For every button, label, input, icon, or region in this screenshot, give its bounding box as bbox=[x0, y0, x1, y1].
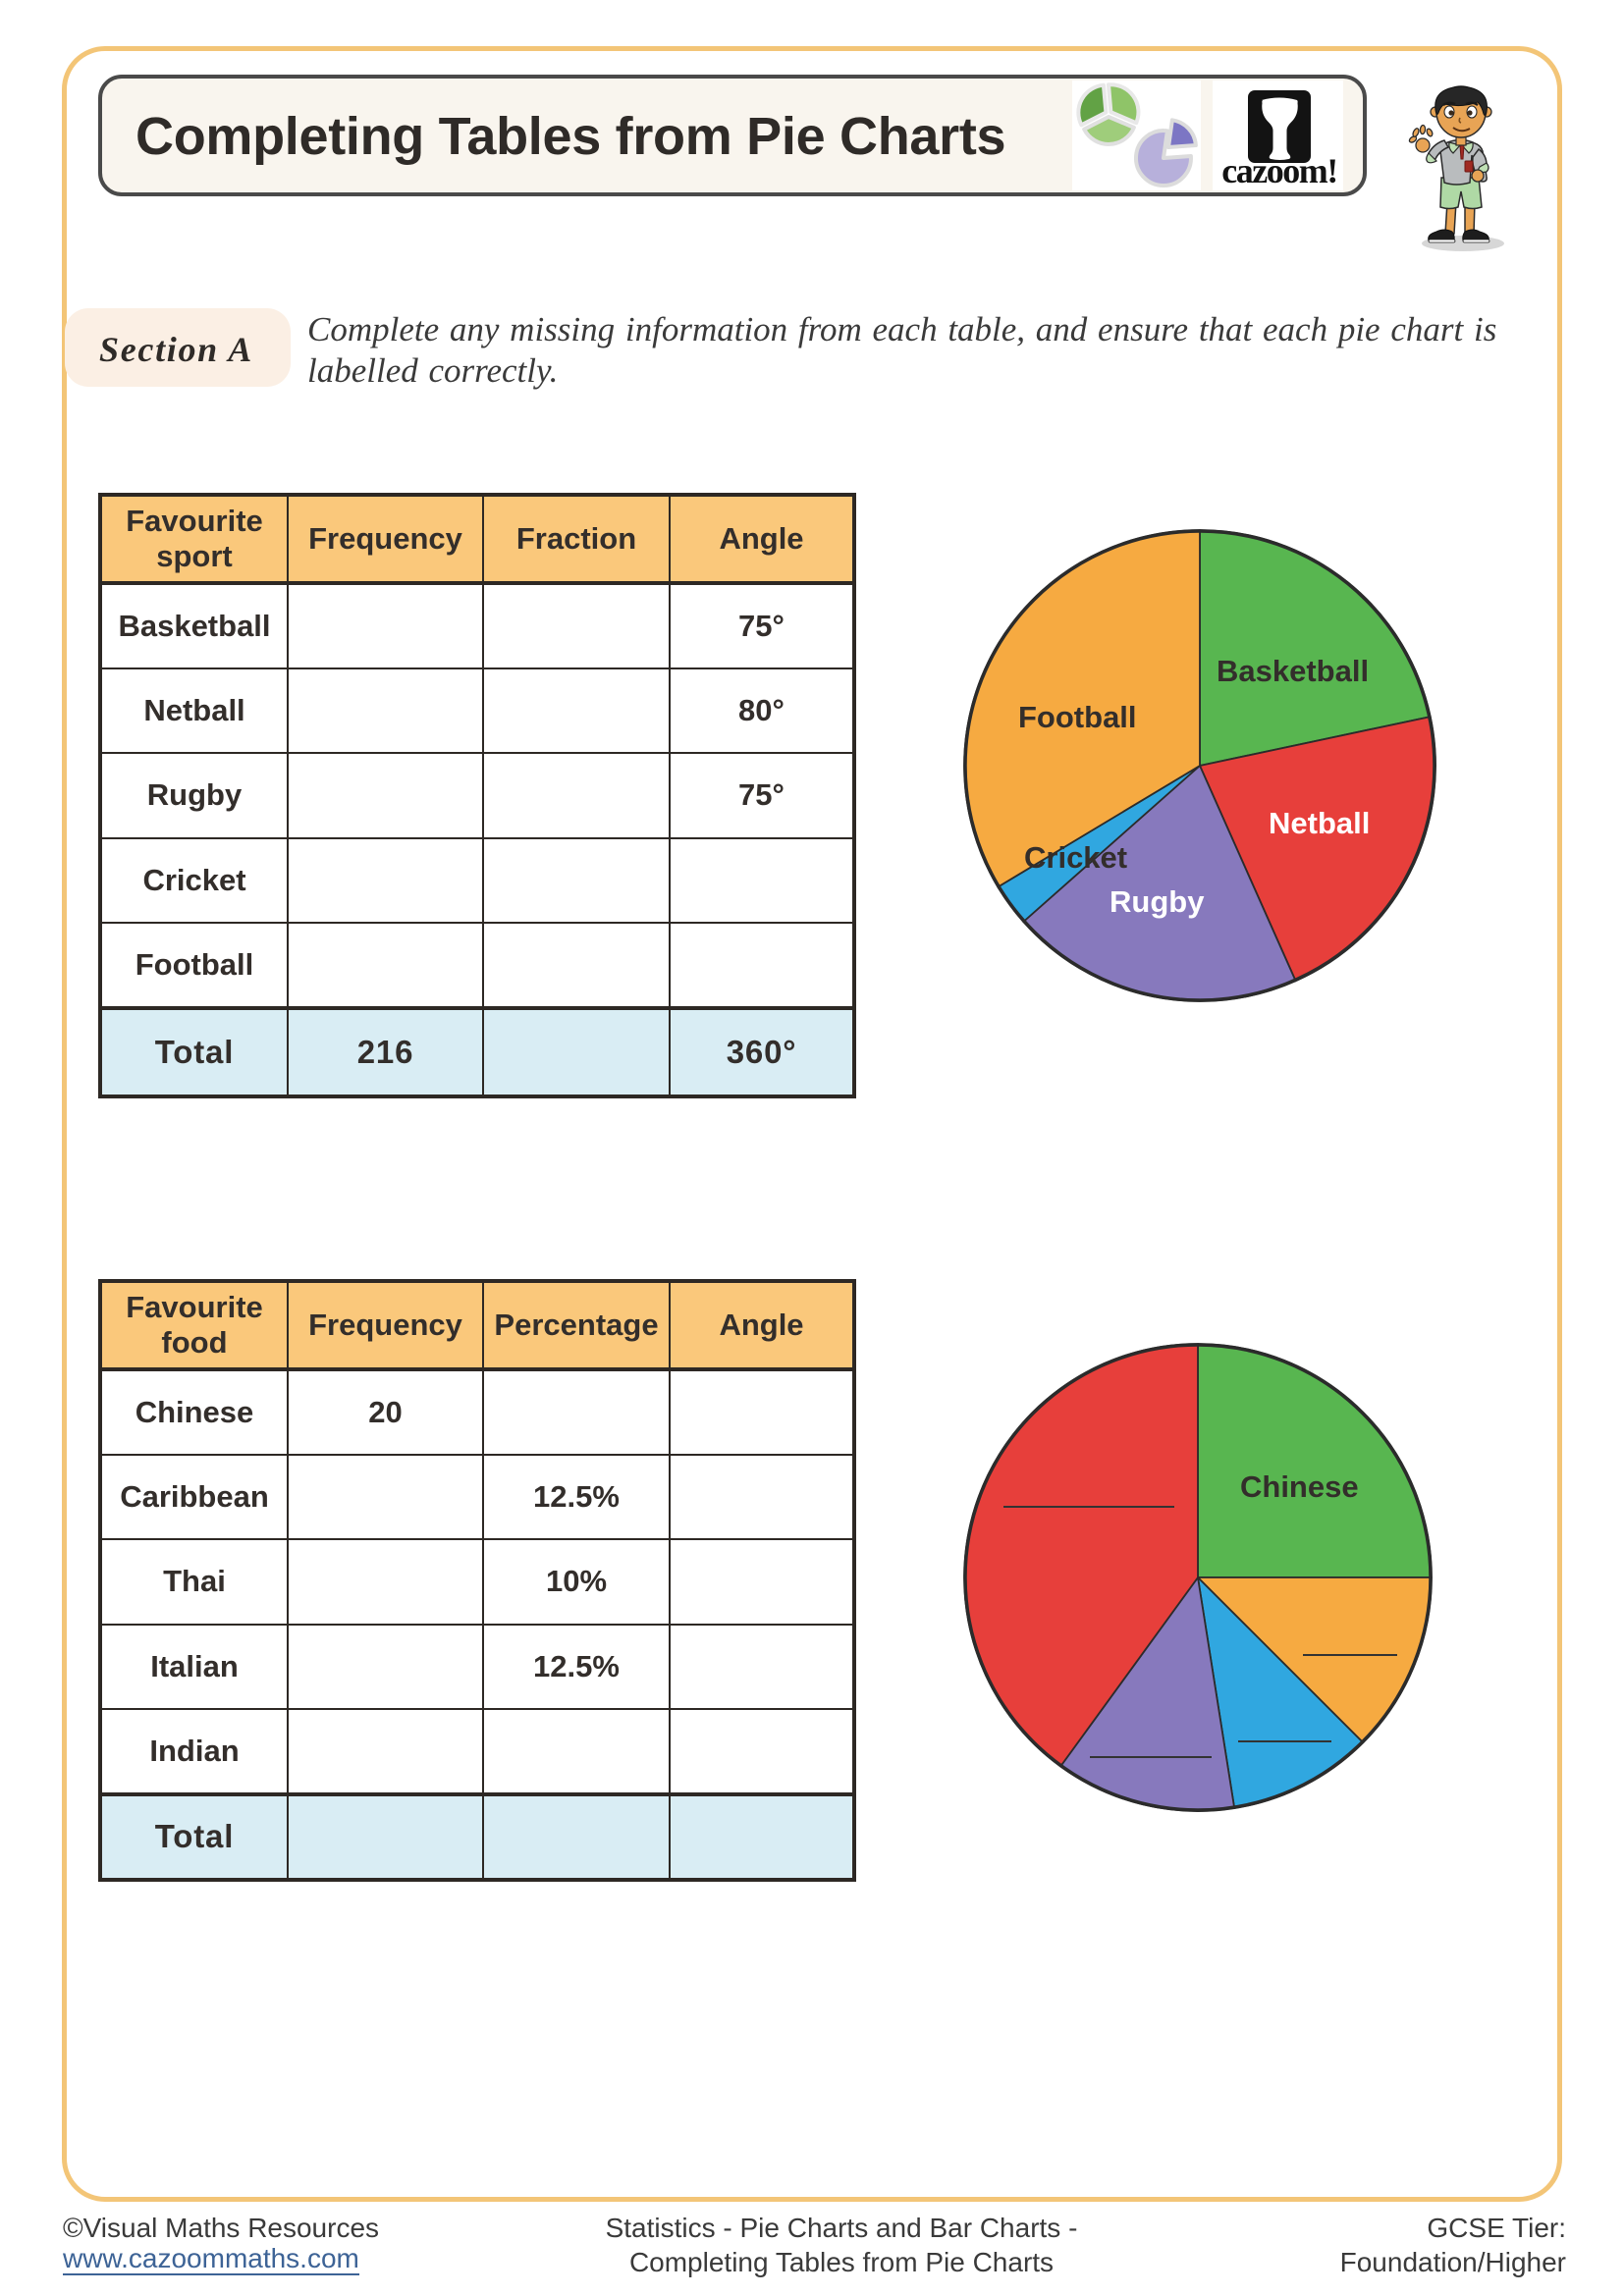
svg-text:cazoom!: cazoom! bbox=[1221, 151, 1336, 190]
